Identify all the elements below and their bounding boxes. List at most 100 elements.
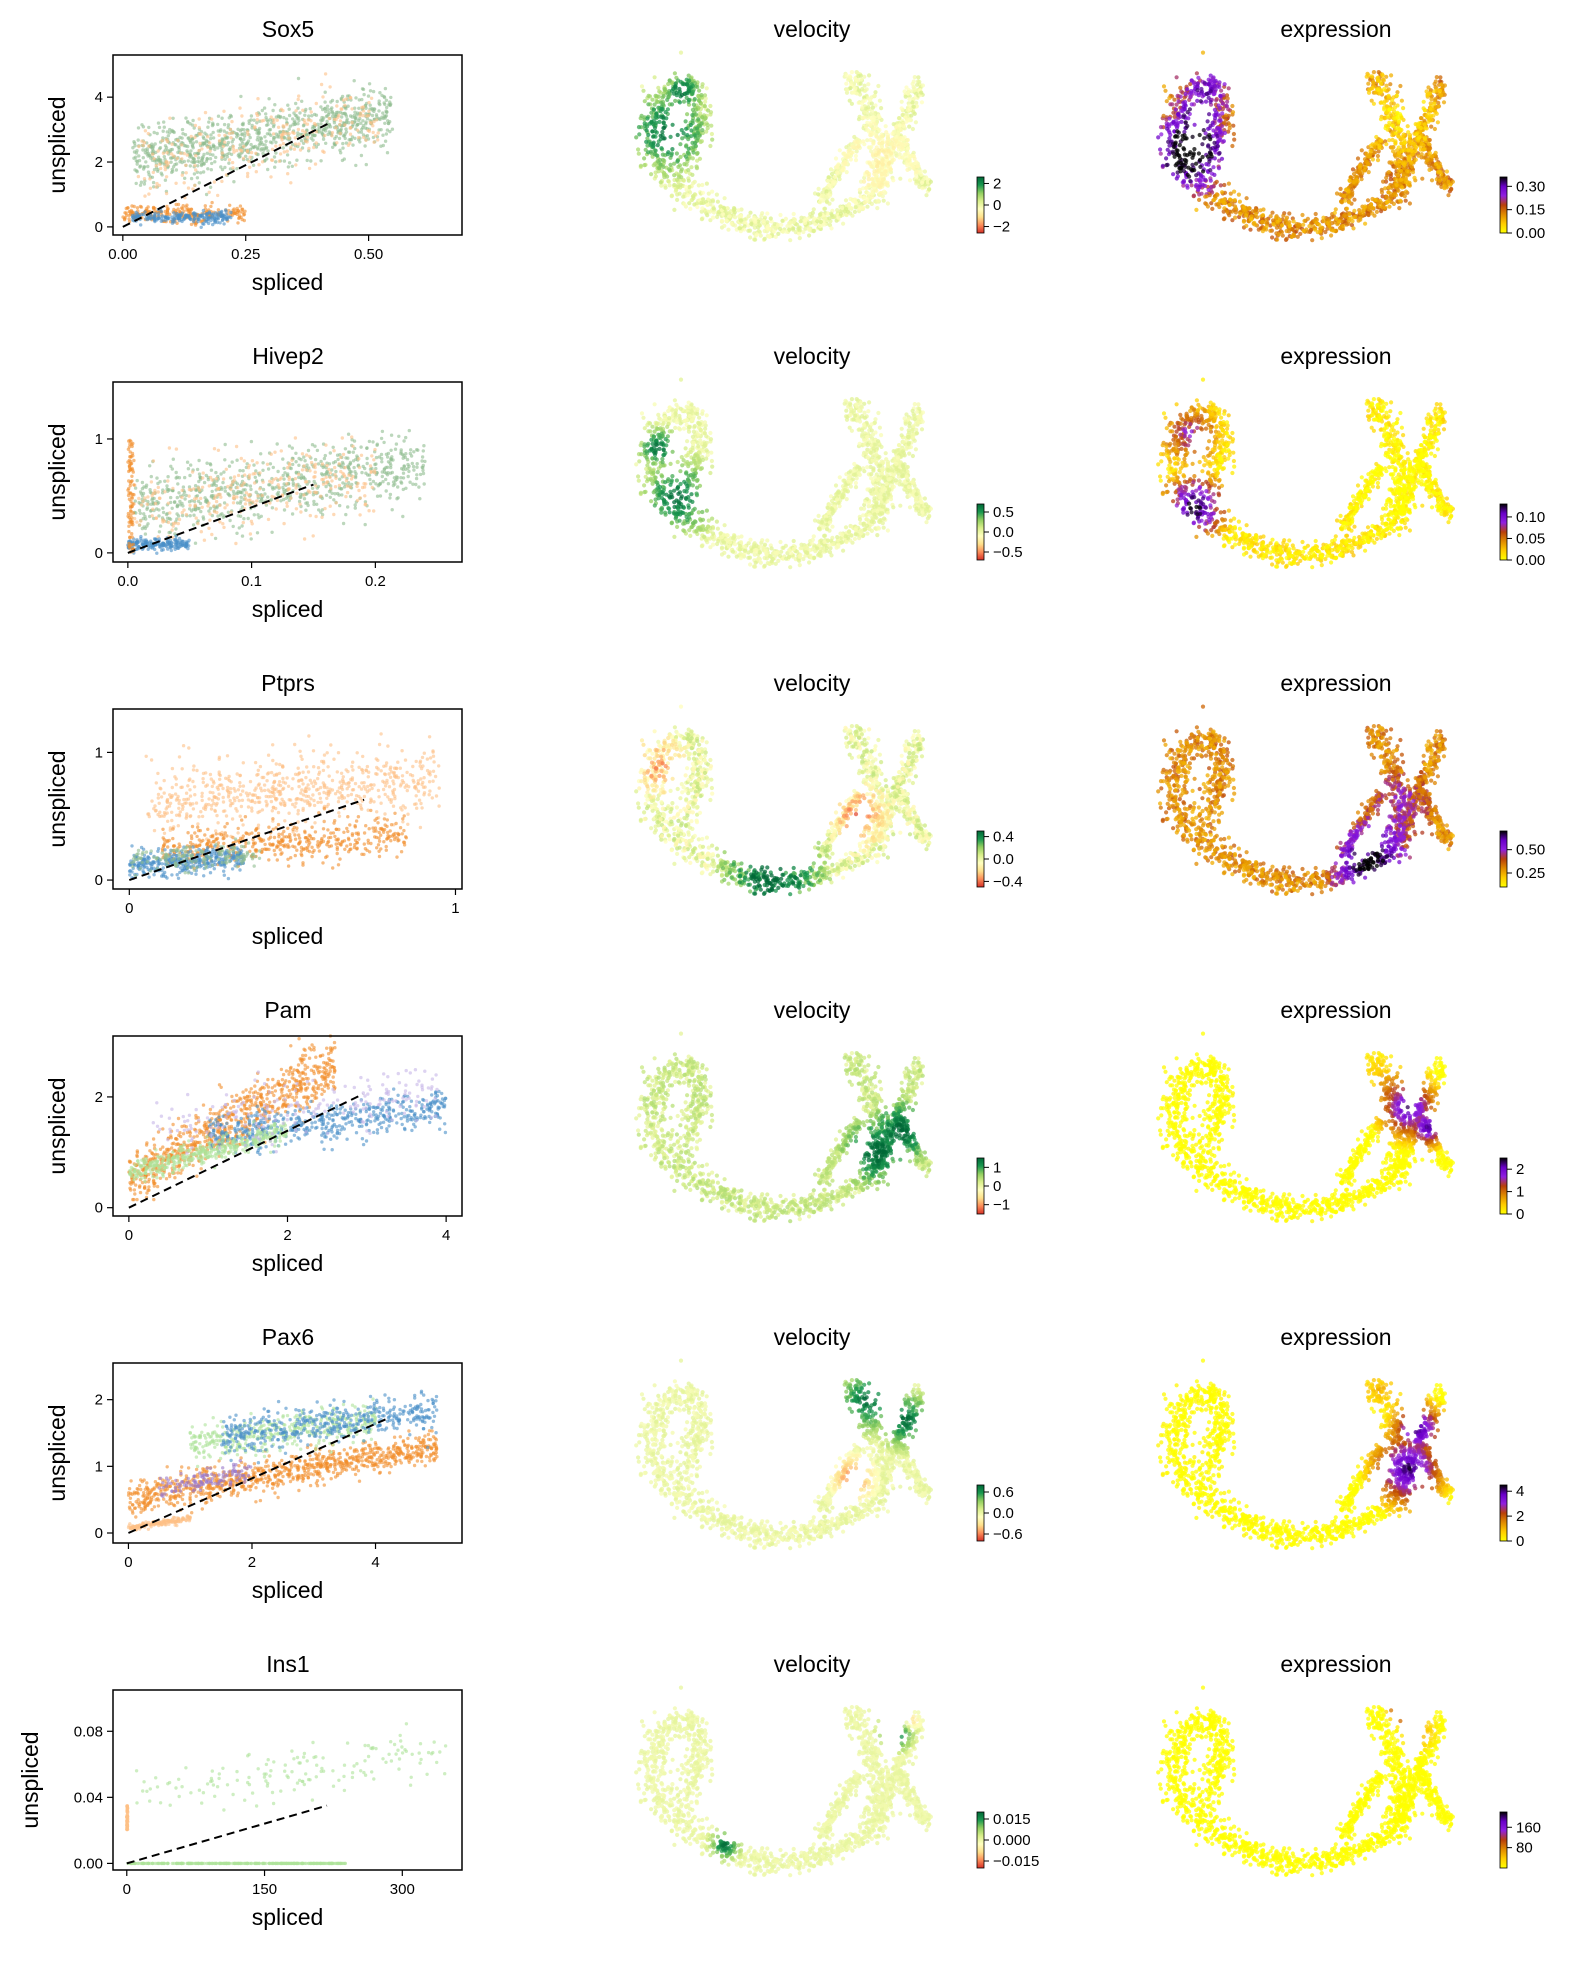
velocity-cell <box>705 182 709 186</box>
expression-cell <box>1339 187 1343 191</box>
phase-point <box>257 163 260 166</box>
phase-point <box>163 155 166 158</box>
velocity-cell <box>650 98 654 102</box>
phase-point <box>176 157 179 160</box>
phase-point <box>303 114 306 117</box>
phase-point <box>146 165 149 168</box>
phase-point <box>272 125 275 128</box>
phase-point <box>140 205 143 208</box>
expression-cell <box>1422 147 1426 151</box>
phase-point <box>386 151 389 154</box>
phase-point <box>222 222 225 225</box>
velocity-cell <box>697 99 701 103</box>
velocity-cell <box>808 228 812 232</box>
phase-point <box>261 160 264 163</box>
phase-point <box>380 94 383 97</box>
velocity-cell <box>679 175 683 179</box>
phase-point <box>376 138 379 141</box>
expression-cell <box>1366 82 1370 86</box>
velocity-cell <box>854 154 858 158</box>
phase-point <box>223 141 226 144</box>
phase-point <box>196 176 199 179</box>
phase-point <box>161 219 164 222</box>
expression-cell <box>1371 80 1375 84</box>
velocity-cell <box>664 186 668 190</box>
expression-cell <box>1430 154 1434 158</box>
phase-point <box>278 160 281 163</box>
velocity-cell <box>886 201 890 205</box>
velocity-cell <box>654 149 658 153</box>
velocity-cell <box>720 219 724 223</box>
phase-point <box>275 115 278 118</box>
phase-point <box>136 170 139 173</box>
velocity-cell <box>708 104 712 108</box>
expression-cell <box>1300 213 1304 217</box>
expression-cell <box>1214 88 1218 92</box>
velocity-cell <box>875 135 879 139</box>
phase-point <box>349 96 352 99</box>
phase-point <box>362 93 365 96</box>
phase-point <box>213 160 216 163</box>
expression-cell <box>1398 84 1402 88</box>
phase-point <box>350 107 353 110</box>
phase-point <box>184 133 187 136</box>
velocity-cell <box>894 139 898 143</box>
phase-point <box>166 217 169 220</box>
velocity-cell <box>857 88 861 92</box>
velocity-panel-title: velocity <box>774 16 851 42</box>
expression-cell <box>1233 216 1237 220</box>
phase-point <box>166 140 169 143</box>
phase-point <box>335 141 338 144</box>
phase-point <box>174 217 177 220</box>
phase-point <box>209 153 212 156</box>
phase-point <box>281 109 284 112</box>
expression-cell <box>1268 229 1272 233</box>
expression-cell <box>1258 208 1262 212</box>
colorbar-tick-label: −2 <box>993 219 1010 236</box>
expression-cell <box>1195 71 1199 75</box>
velocity-cell <box>844 198 848 202</box>
phase-point <box>255 170 258 173</box>
phase-point <box>157 121 160 124</box>
velocity-cell <box>672 183 676 187</box>
phase-point <box>324 142 327 145</box>
phase-point <box>283 159 286 162</box>
phase-point <box>191 123 194 126</box>
phase-point <box>307 147 310 150</box>
phase-point <box>223 123 226 126</box>
phase-point <box>206 126 209 129</box>
velocity-cell <box>776 232 780 236</box>
phase-point <box>206 167 209 170</box>
phase-point <box>181 128 184 131</box>
velocity-cell <box>830 198 834 202</box>
expression-cell <box>1395 183 1399 187</box>
velocity-cell <box>852 135 856 139</box>
expression-cell <box>1342 194 1346 198</box>
velocity-cell <box>657 166 661 170</box>
expression-cell <box>1358 169 1362 173</box>
expression-cell <box>1443 185 1447 189</box>
velocity-cell <box>678 142 682 146</box>
phase-point <box>310 110 313 113</box>
expression-cell <box>1384 84 1388 88</box>
expression-cell <box>1269 214 1273 218</box>
phase-point <box>196 217 199 220</box>
velocity-cell <box>730 222 734 226</box>
expression-cell <box>1334 207 1338 211</box>
velocity-cell <box>698 157 702 161</box>
phase-point <box>266 168 269 171</box>
velocity-cell <box>889 151 893 155</box>
expression-cell <box>1301 223 1305 227</box>
velocity-cell <box>929 180 933 184</box>
phase-point <box>183 177 186 180</box>
velocity-cell <box>691 196 695 200</box>
phase-point <box>288 128 291 131</box>
expression-cell <box>1175 126 1179 130</box>
phase-point <box>232 180 235 183</box>
expression-cell <box>1232 132 1236 136</box>
expression-cell <box>1163 89 1167 93</box>
phase-point <box>384 87 387 90</box>
expression-cell <box>1179 120 1183 124</box>
expression-cell <box>1349 216 1353 220</box>
velocity-cell <box>679 183 683 187</box>
